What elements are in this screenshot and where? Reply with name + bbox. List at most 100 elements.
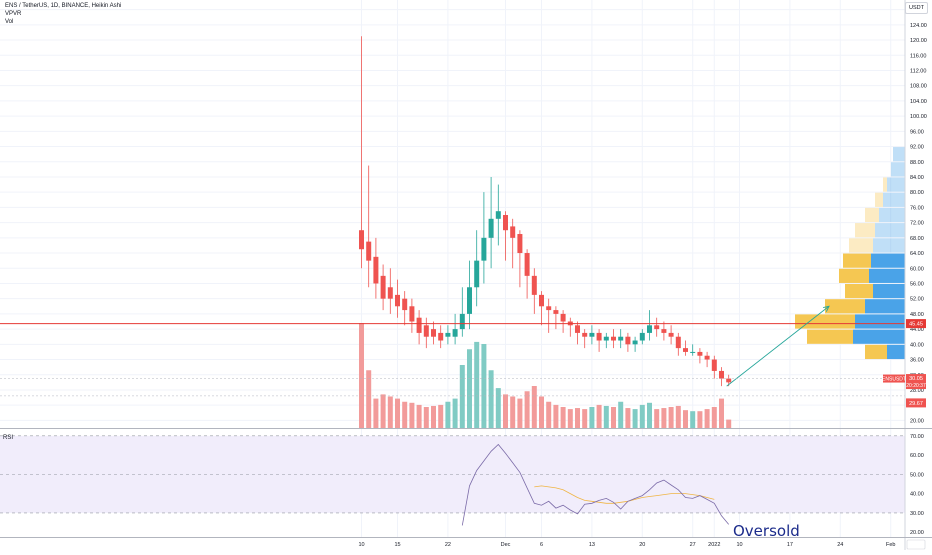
candle-body <box>481 237 487 261</box>
time-tick-label: 20 <box>639 542 645 548</box>
volume-bar <box>589 407 595 428</box>
candle-body <box>438 332 444 341</box>
price-tick-label: 84.00 <box>910 175 924 181</box>
volume-bar <box>690 411 696 428</box>
candles <box>359 36 732 387</box>
price-tick-label: 36.00 <box>910 358 924 364</box>
vpvr-bar-buy <box>853 329 905 344</box>
vpvr-bar-buy <box>869 268 905 283</box>
rsi-tick-label: 20.00 <box>910 530 924 536</box>
time-tick-label: 2022 <box>708 542 720 548</box>
price-tag-low <box>906 398 926 408</box>
currency-badge[interactable]: USDT <box>905 2 928 14</box>
volume-bar <box>654 409 660 428</box>
vpvr-bar-sell <box>807 329 853 344</box>
volume-bar <box>546 401 552 428</box>
vpvr-bar-sell <box>883 177 887 192</box>
time-tick-label: 24 <box>837 542 843 548</box>
vpvr-bar-sell <box>843 253 871 268</box>
volume-bar <box>423 407 429 428</box>
candle-body <box>539 294 544 307</box>
rsi-tick-label: 50.00 <box>910 472 924 478</box>
candle-body <box>683 348 688 352</box>
settings-icon <box>906 539 926 550</box>
candle-body <box>603 336 609 341</box>
volume-bar <box>488 370 494 428</box>
candle-body <box>524 253 530 276</box>
price-tick-label: 68.00 <box>910 236 924 242</box>
volume-bar <box>611 407 616 428</box>
volume-bar <box>510 396 516 428</box>
volume-bar <box>531 386 537 428</box>
candle-body <box>618 336 624 341</box>
volume-bar <box>539 396 544 428</box>
chart-overlay <box>0 305 905 397</box>
price-tick-label: 92.00 <box>910 145 924 151</box>
candle-body <box>704 355 710 360</box>
rsi-tick-label: 70.00 <box>910 434 924 440</box>
vpvr-bar-buy <box>875 223 905 238</box>
time-tick-label: Dec <box>501 542 511 548</box>
rsi-tick-label: 30.00 <box>910 511 924 517</box>
price-tick-label: 76.00 <box>910 205 924 211</box>
candle-body <box>668 332 674 337</box>
time-tick-label: 27 <box>690 542 696 548</box>
current-price-tag <box>906 374 926 390</box>
vpvr-bar-buy <box>871 253 905 268</box>
indicator-vpvr-label[interactable]: VPVR <box>5 11 22 17</box>
volume-bar <box>697 411 703 428</box>
price-tick-label: 52.00 <box>910 297 924 303</box>
volume-bar <box>503 394 508 428</box>
price-tick-label: 108.00 <box>910 84 927 90</box>
vpvr-bar-sell <box>795 314 855 329</box>
volume-bar <box>632 409 638 428</box>
candle-body <box>546 306 552 311</box>
candle-body <box>510 226 516 238</box>
volume-bar <box>387 396 393 428</box>
volume-bar <box>719 398 724 428</box>
candle-body <box>445 332 451 337</box>
candle-body <box>654 325 660 330</box>
volume-bar <box>366 370 372 428</box>
volume-bar <box>726 419 732 428</box>
candle-body <box>560 313 566 322</box>
volume-bar <box>495 388 501 428</box>
volume-bar <box>459 365 465 428</box>
rsi-line <box>461 443 730 526</box>
price-tick-label: 60.00 <box>910 266 924 272</box>
candle-body <box>387 287 393 299</box>
vpvr-bar-buy <box>855 314 905 329</box>
volume-bar <box>452 398 458 428</box>
volume-bar <box>445 401 451 428</box>
volume-bar <box>373 398 379 428</box>
volume-bar <box>618 401 624 428</box>
candle-body <box>719 370 724 379</box>
volume-bar <box>481 344 487 428</box>
volume-bar <box>647 402 652 428</box>
candle-body <box>582 332 588 337</box>
candle-body <box>503 215 508 231</box>
symbol-title[interactable]: ENS / TetherUS, 1D, BINANCE, Heikin Ashi <box>5 3 122 9</box>
price-tick-label: 28.00 <box>910 388 924 394</box>
rsi-ma-line <box>534 485 715 504</box>
volume-bar <box>359 323 364 428</box>
volume-bar <box>517 398 523 428</box>
volume-bar <box>431 405 436 428</box>
volume-bar <box>474 341 480 428</box>
candle-body <box>395 294 400 307</box>
symbol-tag <box>883 374 905 383</box>
candle-body <box>474 260 480 288</box>
price-tick-label: 44.00 <box>910 327 924 333</box>
time-tick-label: 17 <box>787 542 793 548</box>
volume-bar <box>704 409 710 428</box>
price-tag-level <box>906 319 926 329</box>
candle-body <box>632 340 638 345</box>
candle-body <box>589 332 595 337</box>
time-tick-label: 22 <box>445 542 451 548</box>
price-tick-label: 72.00 <box>910 221 924 227</box>
candle-body <box>431 329 436 337</box>
volume-bar <box>416 404 422 428</box>
indicator-vol-label[interactable]: Vol <box>5 19 14 25</box>
